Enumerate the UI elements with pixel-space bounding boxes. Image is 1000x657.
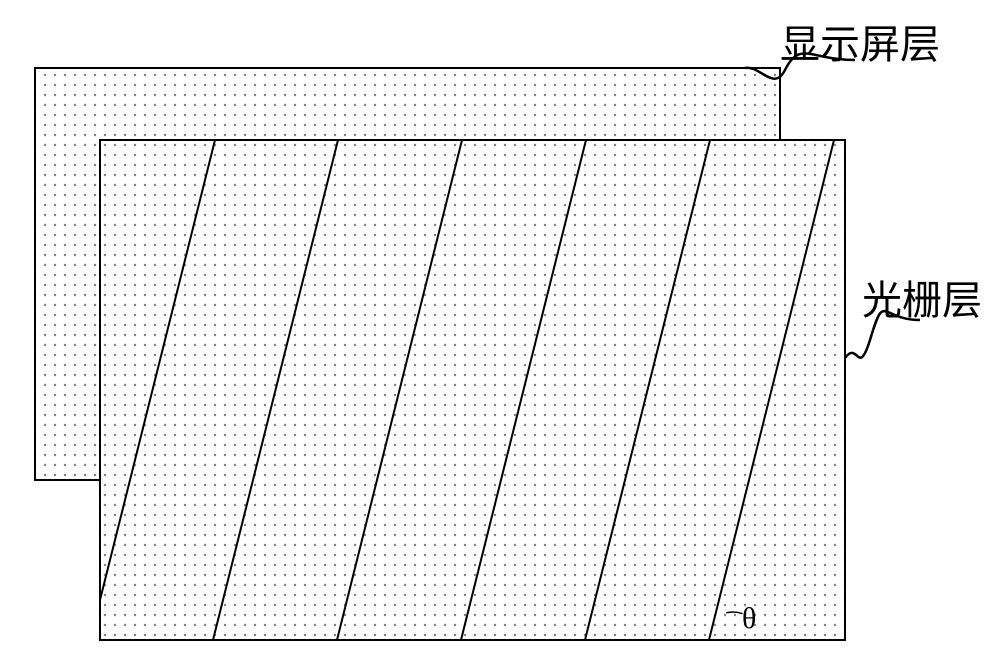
label-grating-layer: 光栅层 [862, 268, 982, 326]
label-display-layer: 显示屏层 [780, 12, 940, 70]
diagram-root: 显示屏层 光栅层 θ [0, 0, 1000, 652]
grating-layer-group [90, 140, 845, 640]
diagram-svg [0, 0, 1000, 652]
label-theta: θ [742, 602, 756, 636]
grating-layer-rect [100, 140, 845, 640]
